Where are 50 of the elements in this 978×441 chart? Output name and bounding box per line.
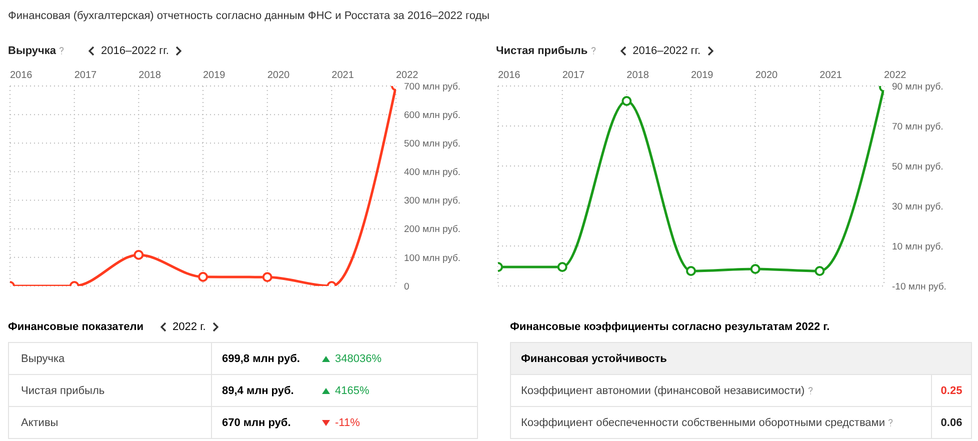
text: 699,8 млн руб.: [222, 352, 300, 364]
y-tick-label: -10 млн руб.: [892, 281, 946, 292]
y-tick-label: 700 млн руб.: [404, 81, 461, 92]
x-tick-label: 2017: [74, 70, 98, 81]
chart-title: Чистая прибыль: [496, 45, 588, 57]
y-tick-label: 300 млн руб.: [404, 196, 461, 207]
y-tick-label: 10 млн руб.: [892, 241, 944, 252]
text: Финансовые показатели: [8, 321, 144, 333]
text: 89,4 млн руб.: [222, 384, 294, 396]
x-tick-label: 2018: [626, 70, 650, 81]
y-tick-label: 100 млн руб.: [404, 252, 461, 264]
category-label: Коэффициент автономии (финансовой независимости): [511, 375, 932, 406]
x-tick-label: 2021: [332, 70, 354, 81]
text: Финансовая устойчивость: [511, 343, 971, 374]
text: -11%: [334, 416, 360, 428]
text: 670 млн руб.: [222, 416, 291, 428]
text: 348036%: [334, 352, 382, 364]
text: Финансовые коэффициенты согласно результатам 2022 г.: [510, 321, 830, 333]
y-tick-label: 90 млн руб.: [892, 81, 944, 92]
x-tick-label: 2020: [267, 70, 290, 81]
y-tick-label: 200 млн руб.: [404, 224, 461, 236]
x-tick-label: 2017: [562, 70, 586, 81]
text: 2022 г.: [172, 321, 207, 333]
text: Финансовая (бухгалтерская) отчетность согласно данным ФНС и Росстата за 2016–2022 годы: [8, 10, 490, 22]
chart-subtitle: 2016–2022 гг.: [100, 45, 170, 57]
x-tick-label: 2020: [755, 70, 778, 81]
x-tick-label: 2022: [884, 70, 907, 81]
y-tick-label: 600 млн руб.: [404, 110, 461, 121]
y-tick-label: 0: [404, 281, 410, 292]
x-tick-label: 2016: [10, 70, 33, 81]
y-tick-label: 30 млн руб.: [892, 201, 944, 212]
x-tick-label: 2018: [138, 70, 162, 81]
category-label: Активы: [9, 407, 212, 438]
chart-subtitle: 2016–2022 гг.: [632, 45, 702, 57]
text: 0.06: [940, 416, 962, 428]
x-tick-label: 2016: [498, 70, 521, 81]
x-tick-label: 2019: [203, 70, 226, 81]
category-label: Выручка: [9, 343, 212, 374]
y-tick-label: 500 млн руб.: [404, 138, 461, 150]
x-tick-label: 2019: [691, 70, 714, 81]
y-tick-label: 70 млн руб.: [892, 121, 944, 132]
text: 0.25: [940, 384, 962, 396]
x-tick-label: 2022: [396, 70, 419, 81]
x-tick-label: 2021: [820, 70, 842, 81]
category-label: Чистая прибыль: [9, 375, 212, 406]
chart-title: Выручка: [8, 45, 56, 57]
y-tick-label: 50 млн руб.: [892, 161, 944, 172]
y-tick-label: 400 млн руб.: [404, 167, 461, 178]
text: 4165%: [334, 384, 370, 396]
category-label: Коэффициент обеспеченности собственными оборотными средствами: [511, 407, 932, 438]
